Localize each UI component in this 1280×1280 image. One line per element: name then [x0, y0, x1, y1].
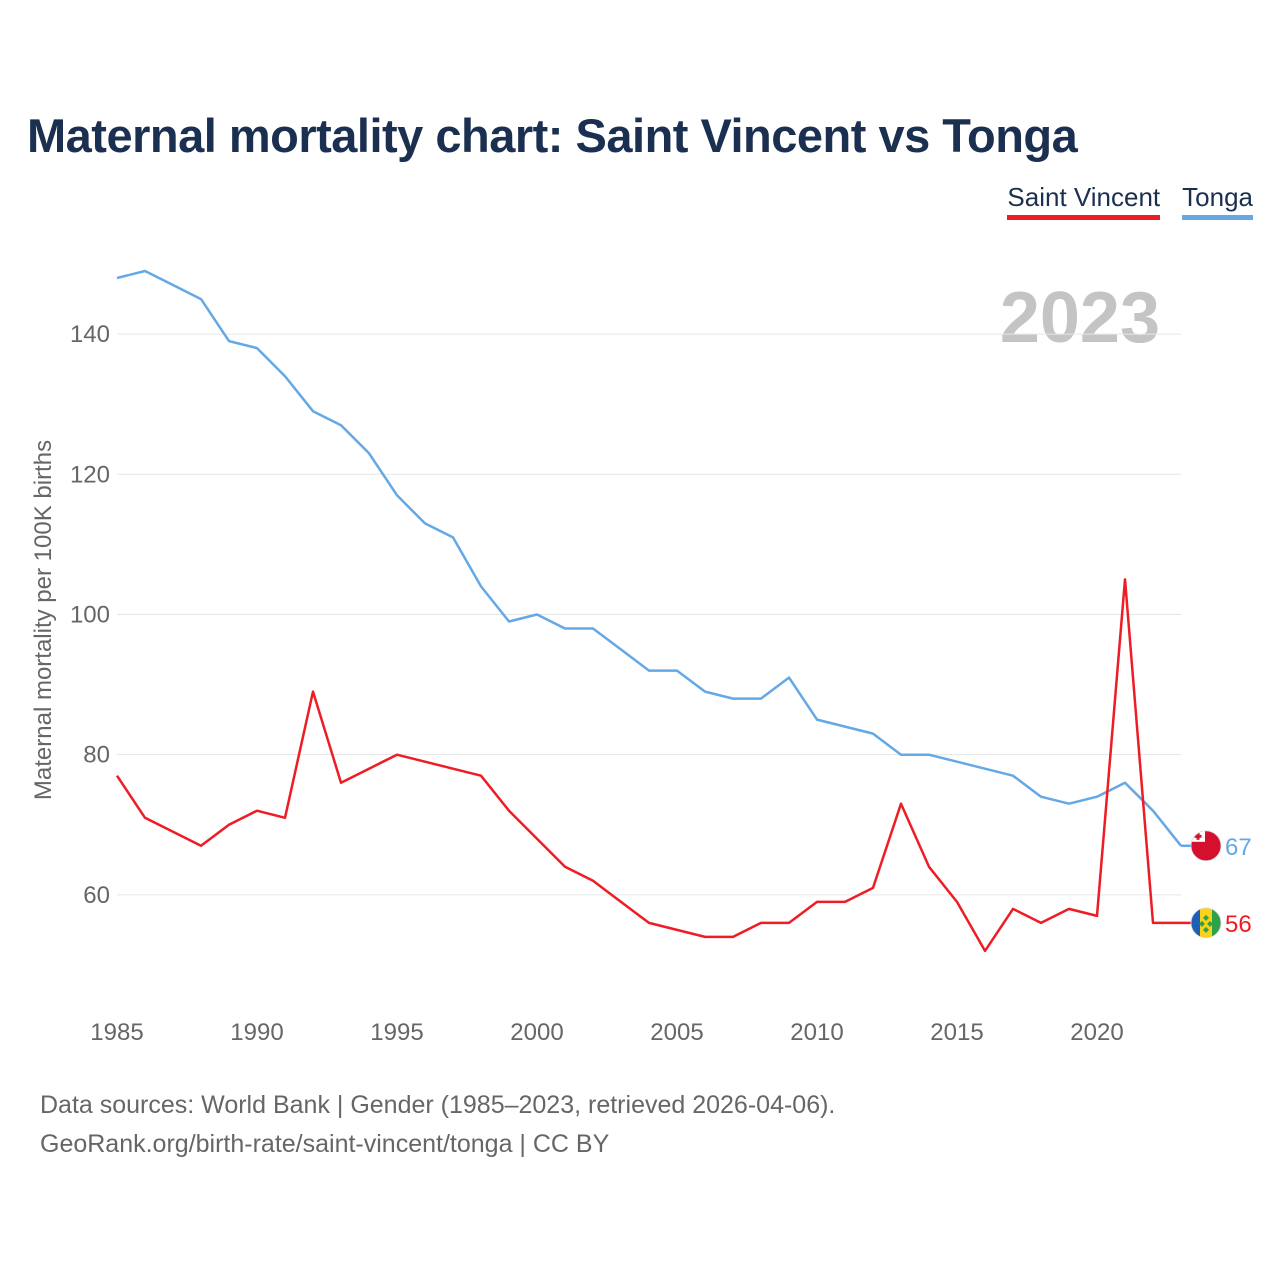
data-source-note: Data sources: World Bank | Gender (1985–… [40, 1091, 836, 1119]
tonga-flag [1190, 830, 1222, 862]
legend-item-tonga[interactable]: Tonga [1182, 182, 1253, 220]
year-label: 2023 [1000, 278, 1160, 358]
y-tick-label: 80 [83, 742, 110, 769]
series-line-tonga [116, 269, 1182, 847]
x-tick-label: 1990 [230, 1019, 283, 1046]
x-tick-label: 2010 [790, 1019, 843, 1046]
legend: Saint Vincent Tonga [1007, 182, 1253, 220]
y-tick-label: 60 [83, 882, 110, 909]
y-tick-label: 100 [70, 601, 110, 628]
saint-vincent-flag [1190, 907, 1222, 939]
y-axis-title: Maternal mortality per 100K births [30, 440, 57, 800]
y-tick-label: 140 [70, 321, 110, 348]
end-value-label: 56 [1225, 911, 1252, 938]
y-tick-label: 120 [70, 461, 110, 488]
credit-link[interactable]: GeoRank.org/birth-rate/saint-vincent/ton… [40, 1130, 610, 1158]
x-tick-label: 2000 [510, 1019, 563, 1046]
x-tick-label: 1995 [370, 1019, 423, 1046]
x-tick-label: 2020 [1070, 1019, 1123, 1046]
x-tick-label: 2005 [650, 1019, 703, 1046]
x-tick-label: 1985 [90, 1019, 143, 1046]
footer: Data sources: World Bank | Gender (1985–… [40, 1086, 835, 1164]
legend-item-saint-vincent[interactable]: Saint Vincent [1007, 182, 1161, 220]
end-value-label: 67 [1225, 834, 1252, 861]
series-line-saint-vincent [115, 578, 1181, 953]
x-tick-label: 2015 [930, 1019, 983, 1046]
chart-title: Maternal mortality chart: Saint Vincent … [27, 109, 1078, 162]
